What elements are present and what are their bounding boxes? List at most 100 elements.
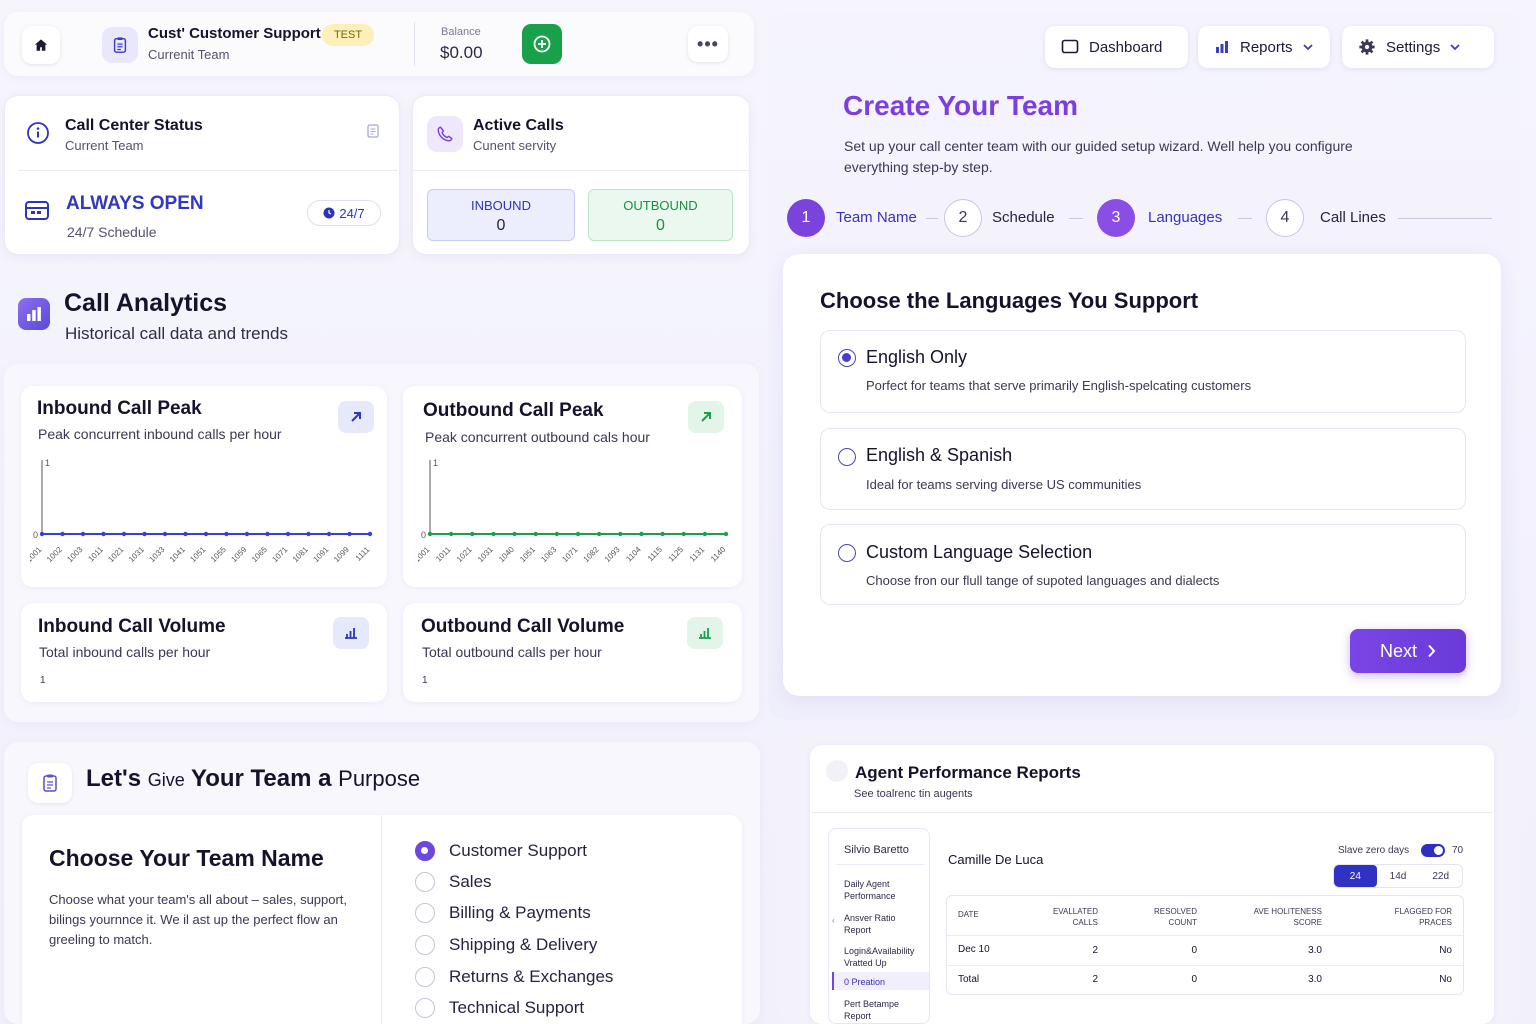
radio-english-spanish[interactable] xyxy=(838,448,856,466)
data-point xyxy=(121,531,127,537)
more-options-button[interactable]: ••• xyxy=(688,26,728,62)
wizard-title: Create Your Team xyxy=(843,90,1078,121)
inbound-peak-card xyxy=(21,386,387,587)
table-cell: 2 xyxy=(1092,974,1098,985)
add-funds-button[interactable] xyxy=(522,24,562,64)
purpose-title-part: Let's xyxy=(86,765,142,792)
data-point xyxy=(639,531,644,537)
sidebar-item[interactable]: Daily Agent Performance xyxy=(844,879,896,901)
x-tick-label: 1115 xyxy=(646,545,664,563)
data-point xyxy=(512,531,517,537)
step-2-circle[interactable]: 2 xyxy=(944,199,982,237)
settings-button[interactable]: Settings xyxy=(1342,26,1494,68)
option-title: English Only xyxy=(866,347,968,367)
schedule-pill-label: 24/7 xyxy=(339,205,365,221)
outbound-peak-title: Outbound Call Peak xyxy=(423,400,604,421)
data-point xyxy=(702,531,708,537)
step-4-circle[interactable]: 4 xyxy=(1266,199,1304,237)
bar-chart-icon[interactable] xyxy=(687,617,723,649)
radio-custom-languages[interactable] xyxy=(838,544,856,562)
category-label: Returns & Exchanges xyxy=(449,967,614,986)
analytics-title: Call Analytics xyxy=(64,289,228,317)
table-cell: Dec 10 xyxy=(958,944,990,955)
sidebar-item-active[interactable] xyxy=(832,972,929,990)
volume-tick: 1 xyxy=(422,675,428,686)
radio[interactable] xyxy=(415,872,435,892)
step-3-circle[interactable]: 3 xyxy=(1097,199,1135,237)
data-point xyxy=(183,531,188,537)
option-english-only[interactable] xyxy=(820,330,1466,413)
category-billing[interactable]: Billing & Payments xyxy=(415,903,591,923)
radio[interactable] xyxy=(415,935,435,955)
x-tick-label: 1140 xyxy=(709,545,728,564)
data-point xyxy=(681,531,686,537)
radio[interactable] xyxy=(415,903,435,923)
dashboard-icon xyxy=(1061,39,1079,54)
outbound-box: OUTBOUND 0 xyxy=(588,189,733,241)
zero-days-toggle[interactable] xyxy=(1421,844,1445,857)
category-customer-support[interactable]: Customer Support xyxy=(415,841,587,861)
schedule-pill: 24/7 xyxy=(307,200,381,226)
step-3-label[interactable]: Languages xyxy=(1148,209,1223,226)
trend-up-icon[interactable] xyxy=(338,401,374,433)
data-point xyxy=(723,531,729,537)
radio-english-only[interactable] xyxy=(838,349,856,367)
category-technical[interactable]: Technical Support xyxy=(415,998,584,1018)
option-description: Choose fron our flull tange of supoted l… xyxy=(866,573,1220,588)
table-cell: No xyxy=(1439,945,1452,956)
category-sales[interactable]: Sales xyxy=(415,872,492,892)
range-option[interactable]: 14d xyxy=(1389,870,1407,882)
trend-up-icon[interactable] xyxy=(688,401,724,433)
step-1-label[interactable]: Team Name xyxy=(836,209,917,226)
x-tick-label: 1021 xyxy=(106,545,125,564)
sidebar-item[interactable]: Ansver Ratio Report xyxy=(844,913,896,935)
x-tick-label: 1055 xyxy=(209,545,228,564)
home-button[interactable] xyxy=(22,26,60,64)
outbound-volume-card xyxy=(403,603,742,702)
option-english-spanish[interactable] xyxy=(820,428,1466,510)
copy-icon[interactable] xyxy=(366,123,380,144)
step-4-label[interactable]: Call Lines xyxy=(1320,209,1386,226)
option-custom-languages[interactable] xyxy=(820,524,1466,605)
step-2-label[interactable]: Schedule xyxy=(992,209,1055,226)
test-badge: TEST xyxy=(322,24,374,46)
range-option[interactable]: 22d xyxy=(1432,870,1450,882)
chevron-left-icon[interactable]: ‹ xyxy=(832,916,835,925)
reports-label: Reports xyxy=(1240,38,1293,56)
step-1-circle[interactable]: 1 xyxy=(787,199,825,237)
range-option[interactable]: 24 xyxy=(1334,865,1377,887)
language-title: Choose the Languages You Support xyxy=(820,288,1199,313)
call-center-status-card xyxy=(4,95,400,255)
outbound-peak-chart: 0 1 1001 1011 1021 1031 1040 1051 1063 1071 1082 10… xyxy=(418,458,729,564)
x-tick-label: 1051 xyxy=(518,545,537,564)
category-label: Billing & Payments xyxy=(449,903,591,922)
radio-selected[interactable] xyxy=(415,841,435,861)
divider xyxy=(947,935,1463,936)
bar-chart-icon[interactable] xyxy=(333,617,369,649)
agent-name: Camille De Luca xyxy=(948,852,1044,867)
sidebar-item[interactable]: Login&Availability Vratted Up xyxy=(844,946,915,968)
dashboard-button[interactable]: Dashboard xyxy=(1045,26,1188,68)
balance-value: $0.00 xyxy=(440,43,483,62)
next-button[interactable]: Next xyxy=(1350,629,1466,673)
x-tick-label: 1011 xyxy=(434,545,453,564)
step-connector xyxy=(1069,218,1083,219)
table-header: RESOLVED COUNT xyxy=(1154,907,1197,927)
x-tick-label: 1099 xyxy=(332,545,351,564)
sidebar-item[interactable]: Pert Betampe Report xyxy=(844,999,900,1021)
sidebar-agent-name[interactable]: Silvio Baretto xyxy=(844,844,909,856)
data-point xyxy=(596,531,602,537)
category-shipping[interactable]: Shipping & Delivery xyxy=(415,935,597,955)
radio[interactable] xyxy=(415,998,435,1018)
data-point xyxy=(448,531,454,537)
category-returns[interactable]: Returns & Exchanges xyxy=(415,967,613,987)
plus-circle-icon xyxy=(533,35,551,53)
radio[interactable] xyxy=(415,967,435,987)
sidebar-item[interactable]: 0 Preation xyxy=(844,977,886,987)
reports-button[interactable]: Reports xyxy=(1198,26,1330,68)
table-cell: 3.0 xyxy=(1308,945,1322,956)
purpose-title-part: Purpose xyxy=(338,766,421,791)
step-connector xyxy=(1398,218,1492,219)
table-cell: 3.0 xyxy=(1308,974,1322,985)
